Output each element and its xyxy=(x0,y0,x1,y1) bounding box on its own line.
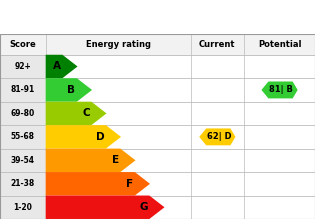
Text: 1-20: 1-20 xyxy=(14,203,32,212)
Polygon shape xyxy=(261,81,298,98)
Bar xyxy=(0,149,46,172)
Bar xyxy=(0,125,46,149)
Bar xyxy=(46,78,315,102)
Text: Energy Efficiency Rating: Energy Efficiency Rating xyxy=(8,12,191,25)
Bar xyxy=(0,34,315,55)
Bar xyxy=(46,172,315,196)
Text: 62| D: 62| D xyxy=(207,132,231,141)
Text: Energy rating: Energy rating xyxy=(86,40,151,49)
Text: 39-54: 39-54 xyxy=(11,156,35,165)
Text: B: B xyxy=(67,85,75,95)
Text: 55-68: 55-68 xyxy=(11,132,35,141)
Text: E: E xyxy=(112,155,119,165)
Polygon shape xyxy=(199,128,235,145)
Text: D: D xyxy=(96,132,104,142)
Bar xyxy=(46,149,315,172)
Bar xyxy=(46,55,315,78)
Bar xyxy=(0,78,46,102)
Polygon shape xyxy=(46,196,164,219)
Polygon shape xyxy=(46,102,106,125)
Polygon shape xyxy=(46,149,135,172)
Text: Potential: Potential xyxy=(258,40,301,49)
Text: G: G xyxy=(139,202,148,212)
Bar xyxy=(0,55,46,78)
Text: Current: Current xyxy=(199,40,236,49)
Text: 81| B: 81| B xyxy=(269,85,293,94)
Text: C: C xyxy=(82,108,90,118)
Bar xyxy=(46,125,315,149)
Bar xyxy=(46,196,315,219)
Bar xyxy=(0,102,46,125)
Bar xyxy=(0,196,46,219)
Polygon shape xyxy=(46,55,77,78)
Text: A: A xyxy=(53,62,61,71)
Text: Score: Score xyxy=(9,40,36,49)
Text: 69-80: 69-80 xyxy=(11,109,35,118)
Text: 92+: 92+ xyxy=(14,62,31,71)
Text: 21-38: 21-38 xyxy=(11,179,35,188)
Polygon shape xyxy=(46,172,150,196)
Polygon shape xyxy=(46,78,92,102)
Text: 81-91: 81-91 xyxy=(11,85,35,94)
Polygon shape xyxy=(46,125,121,149)
Bar xyxy=(46,102,315,125)
Text: F: F xyxy=(126,179,133,189)
Bar xyxy=(0,172,46,196)
